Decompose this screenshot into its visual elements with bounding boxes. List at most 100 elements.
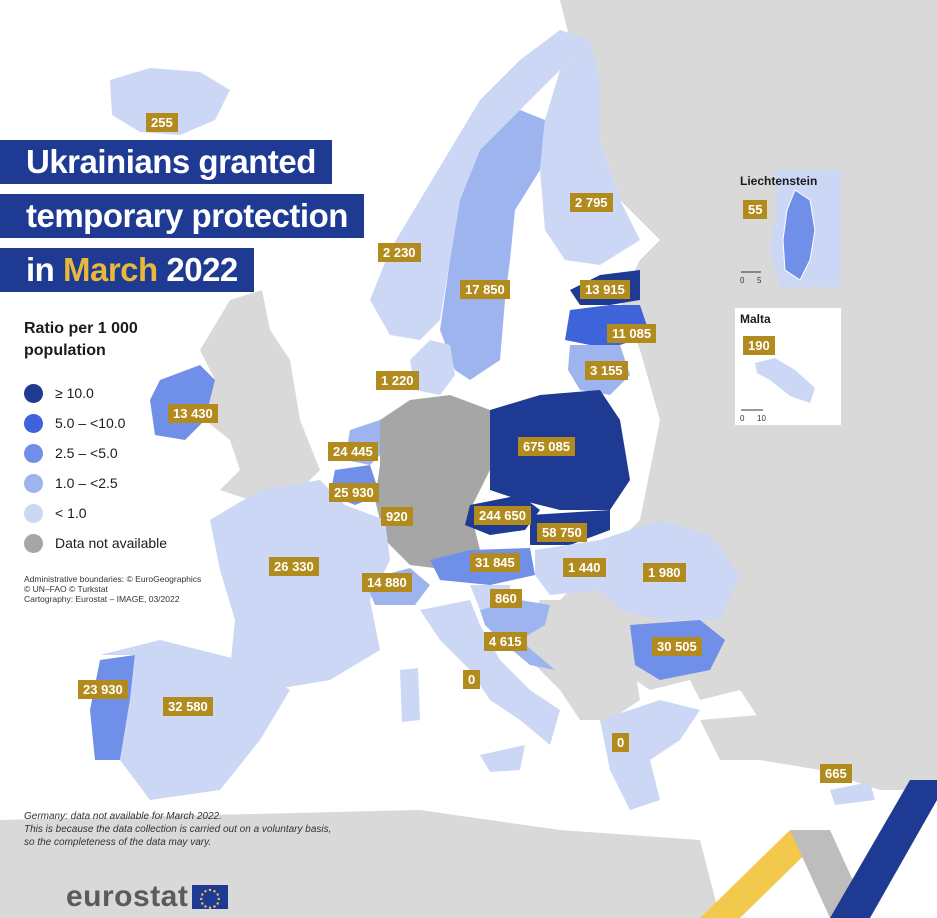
credits: Administrative boundaries: © EuroGeograp…: [24, 574, 244, 604]
legend-swatch: [24, 383, 43, 403]
label-italy: 0: [463, 670, 481, 689]
inset-liechtenstein-map: [735, 170, 816, 287]
label-france: 26 330: [269, 557, 319, 576]
legend-item: ≥ 10.0: [24, 382, 94, 404]
country-sicily: [480, 745, 525, 772]
label-croatia: 4 615: [484, 632, 527, 651]
label-denmark: 1 220: [376, 371, 419, 390]
country-france: [210, 480, 390, 690]
inset-malta-title: Malta: [740, 312, 771, 326]
label-norway: 2 230: [378, 243, 421, 262]
non-eu-land-balkans: [520, 600, 640, 720]
label-sweden: 17 850: [460, 280, 510, 299]
eu-stars-icon: [200, 888, 221, 909]
label-malta: 190: [743, 336, 775, 355]
legend-swatch: [24, 533, 43, 553]
label-slovakia: 58 750: [537, 523, 587, 542]
inset-liechtenstein-neighbor: [735, 170, 780, 287]
credits-line: Cartography: Eurostat – IMAGE, 03/2022: [24, 594, 180, 604]
legend-swatch: [24, 413, 43, 433]
title-line-1: Ukrainians granted: [0, 140, 332, 184]
legend-item: Data not available: [24, 532, 167, 554]
label-cyprus: 665: [820, 764, 852, 783]
legend-swatch: [24, 503, 43, 523]
title-line-3-suffix: 2022: [157, 251, 238, 288]
legend-item: 1.0 – <2.5: [24, 472, 118, 494]
country-greece: [600, 700, 700, 810]
non-eu-land-uk: [200, 290, 320, 500]
inset-liechtenstein-title: Liechtenstein: [740, 174, 818, 188]
label-luxembourg: 920: [381, 507, 413, 526]
footnote-line: This is because the data collection is c…: [24, 824, 332, 835]
title-line-2: temporary protection: [0, 194, 364, 238]
label-greece: 0: [612, 733, 630, 752]
country-spain: [100, 640, 290, 800]
title-highlight-month: March: [63, 251, 158, 288]
country-sardinia: [400, 668, 420, 722]
label-austria: 31 845: [470, 553, 520, 572]
legend-title: Ratio per 1 000 population: [24, 320, 138, 359]
label-spain: 32 580: [163, 697, 213, 716]
inset-malta: Malta 190 0 10: [732, 305, 844, 428]
eu-flag-icon: [192, 885, 229, 909]
label-hungary: 1 440: [563, 558, 606, 577]
title-line-3: in March 2022: [0, 248, 254, 292]
label-czechia: 244 650: [474, 506, 531, 525]
credits-line: © UN–FAO © Turkstat: [24, 584, 108, 594]
footnote-line: so the completeness of the data may vary…: [24, 837, 212, 848]
credits-line: Administrative boundaries: © EuroGeograp…: [24, 574, 202, 584]
scale-end-malta: 10: [757, 414, 766, 423]
label-finland: 2 795: [570, 193, 613, 212]
scale-end-liechtenstein: 5: [757, 276, 762, 285]
legend-label: ≥ 10.0: [55, 385, 94, 401]
legend-item: < 1.0: [24, 502, 87, 524]
scale-start-liechtenstein: 0: [740, 276, 745, 285]
scale-start-malta: 0: [740, 414, 745, 423]
country-sweden: [440, 110, 545, 380]
non-eu-land-africa: [0, 810, 720, 918]
label-bulgaria: 30 505: [652, 637, 702, 656]
eurostat-logo-text: eurostat: [66, 880, 189, 913]
label-portugal: 23 930: [78, 680, 128, 699]
label-belgium: 25 930: [329, 483, 379, 502]
footnote: Germany: data not available for March 20…: [24, 810, 384, 849]
inset-liechtenstein-shape: [782, 189, 816, 281]
country-germany: [375, 395, 490, 570]
legend-item: 2.5 – <5.0: [24, 442, 118, 464]
country-ireland: [150, 365, 215, 440]
legend-label: < 1.0: [55, 505, 87, 521]
legend-label: 2.5 – <5.0: [55, 445, 118, 461]
label-slovenia: 860: [490, 589, 522, 608]
label-ireland: 13 430: [168, 404, 218, 423]
country-finland: [540, 40, 640, 265]
label-liechtenstein: 55: [743, 200, 768, 219]
label-switzerland: 14 880: [362, 573, 412, 592]
label-latvia: 11 085: [607, 324, 657, 343]
inset-malta-shape: [755, 358, 815, 403]
legend-swatch: [24, 473, 43, 493]
footnote-line: Germany: data not available for March 20…: [24, 811, 222, 822]
country-denmark: [410, 340, 455, 395]
inset-liechtenstein: Liechtenstein 55 0 5: [732, 167, 844, 290]
inset-malta-map: [741, 358, 815, 411]
non-eu-land-turkey: [700, 700, 937, 790]
title-line-3-prefix: in: [26, 251, 63, 288]
legend-label: 1.0 – <2.5: [55, 475, 118, 491]
label-estonia: 13 915: [580, 280, 630, 299]
label-lithuania: 3 155: [585, 361, 628, 380]
country-norway: [370, 30, 590, 340]
legend-item: 5.0 – <10.0: [24, 412, 125, 434]
ribbon-blue: [830, 780, 937, 918]
country-cyprus: [830, 782, 875, 805]
label-iceland: 255: [146, 113, 178, 132]
legend-label: Data not available: [55, 535, 168, 551]
label-netherlands: 24 445: [328, 442, 378, 461]
eurostat-logo: eurostat: [66, 880, 229, 914]
legend-label: 5.0 – <10.0: [55, 415, 126, 431]
label-poland: 675 085: [518, 437, 575, 456]
label-romania: 1 980: [643, 563, 686, 582]
legend-swatch: [24, 443, 43, 463]
ribbon-yellow: [700, 830, 830, 918]
